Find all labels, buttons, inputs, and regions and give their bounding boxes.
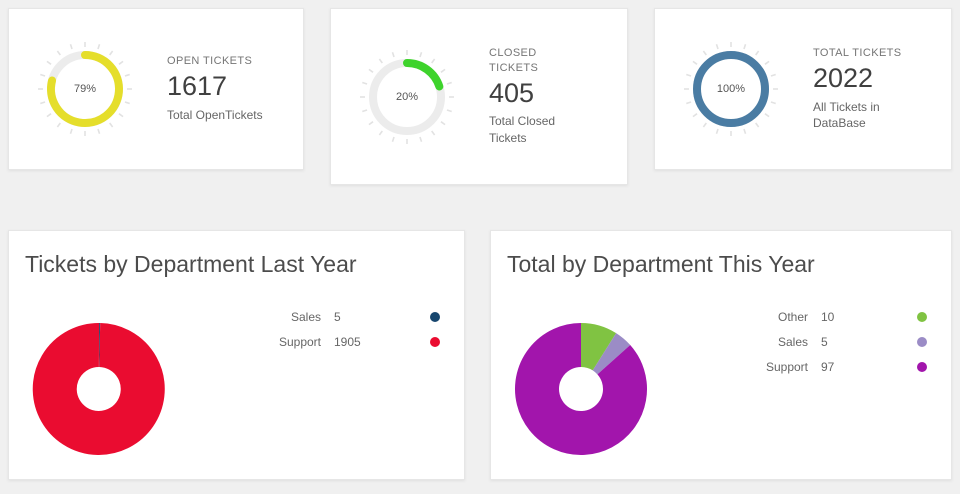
gauge-percent-label: 100% — [716, 83, 746, 95]
card-caption: Total Closed Tickets — [489, 114, 556, 146]
gauge-ring — [38, 42, 132, 136]
legend-item-sales[interactable]: Sales 5 — [651, 330, 927, 355]
total-tickets-gauge: 100% — [681, 39, 781, 139]
legend-item-support[interactable]: Support 97 — [651, 355, 927, 380]
chart-body: Other 10 Sales 5 Support 97 — [491, 305, 951, 459]
chart-legend: Sales 5 Support 1905 — [169, 305, 444, 355]
closed-tickets-card: 20% CLOSED TICKETS 405 Total Closed Tick… — [330, 8, 628, 185]
legend-item-other[interactable]: Other 10 — [651, 305, 927, 330]
legend-label: Other — [777, 310, 808, 325]
legend-color-dot — [917, 362, 927, 373]
gauge-percent-label: 20% — [395, 90, 419, 103]
gauge-ring — [684, 42, 778, 136]
open-tickets-text: OPEN TICKETS 1617 Total OpenTickets — [167, 54, 299, 123]
total-tickets-card: 100% TOTAL TICKETS 2022 All Tickets in D… — [654, 8, 952, 170]
card-caption: Total OpenTickets — [167, 107, 263, 122]
legend-color-dot — [430, 312, 440, 323]
gauge-ring — [360, 49, 454, 144]
card-title: CLOSED TICKETS — [489, 46, 539, 74]
legend-value: 5 — [821, 335, 828, 350]
legend-color-dot — [917, 312, 927, 323]
closed-tickets-gauge: 20% — [357, 47, 457, 147]
card-title: TOTAL TICKETS — [813, 46, 902, 59]
open-tickets-card: 79% OPEN TICKETS 1617 Total OpenTickets — [8, 8, 304, 170]
card-caption: All Tickets in DataBase — [813, 99, 880, 131]
total-tickets-text: TOTAL TICKETS 2022 All Tickets in DataBa… — [813, 46, 925, 132]
legend-item-support[interactable]: Support 1905 — [169, 330, 440, 355]
chart-title: Tickets by Department Last Year — [25, 251, 357, 277]
donut-chart — [515, 322, 647, 455]
legend-value: 5 — [334, 310, 341, 325]
card-value: 1617 — [167, 71, 228, 102]
card-title: OPEN TICKETS — [167, 55, 253, 68]
gauge-percent-label: 79% — [73, 83, 97, 95]
legend-label: Support — [278, 335, 321, 350]
chart-legend: Other 10 Sales 5 Support 97 — [651, 305, 931, 380]
legend-value: 97 — [821, 360, 835, 375]
open-tickets-gauge: 79% — [35, 39, 135, 139]
chart-body: Sales 5 Support 1905 — [9, 305, 464, 459]
card-value: 405 — [489, 77, 535, 108]
legend-color-dot — [430, 337, 440, 348]
legend-label: Sales — [777, 335, 808, 350]
legend-label: Sales — [290, 310, 321, 325]
closed-tickets-text: CLOSED TICKETS 405 Total Closed Tickets — [489, 46, 581, 147]
legend-value: 1905 — [334, 335, 361, 350]
card-value: 2022 — [813, 62, 874, 93]
chart-title: Total by Department This Year — [507, 251, 815, 277]
last-year-chart-card: Tickets by Department Last Year Sales 5 Su… — [8, 230, 465, 480]
legend-color-dot — [917, 337, 927, 348]
this-year-chart-card: Total by Department This Year Other 10 Sal… — [490, 230, 952, 480]
legend-value: 10 — [821, 310, 835, 325]
legend-item-sales[interactable]: Sales 5 — [169, 305, 440, 330]
legend-label: Support — [765, 360, 808, 375]
donut-chart — [32, 322, 165, 455]
